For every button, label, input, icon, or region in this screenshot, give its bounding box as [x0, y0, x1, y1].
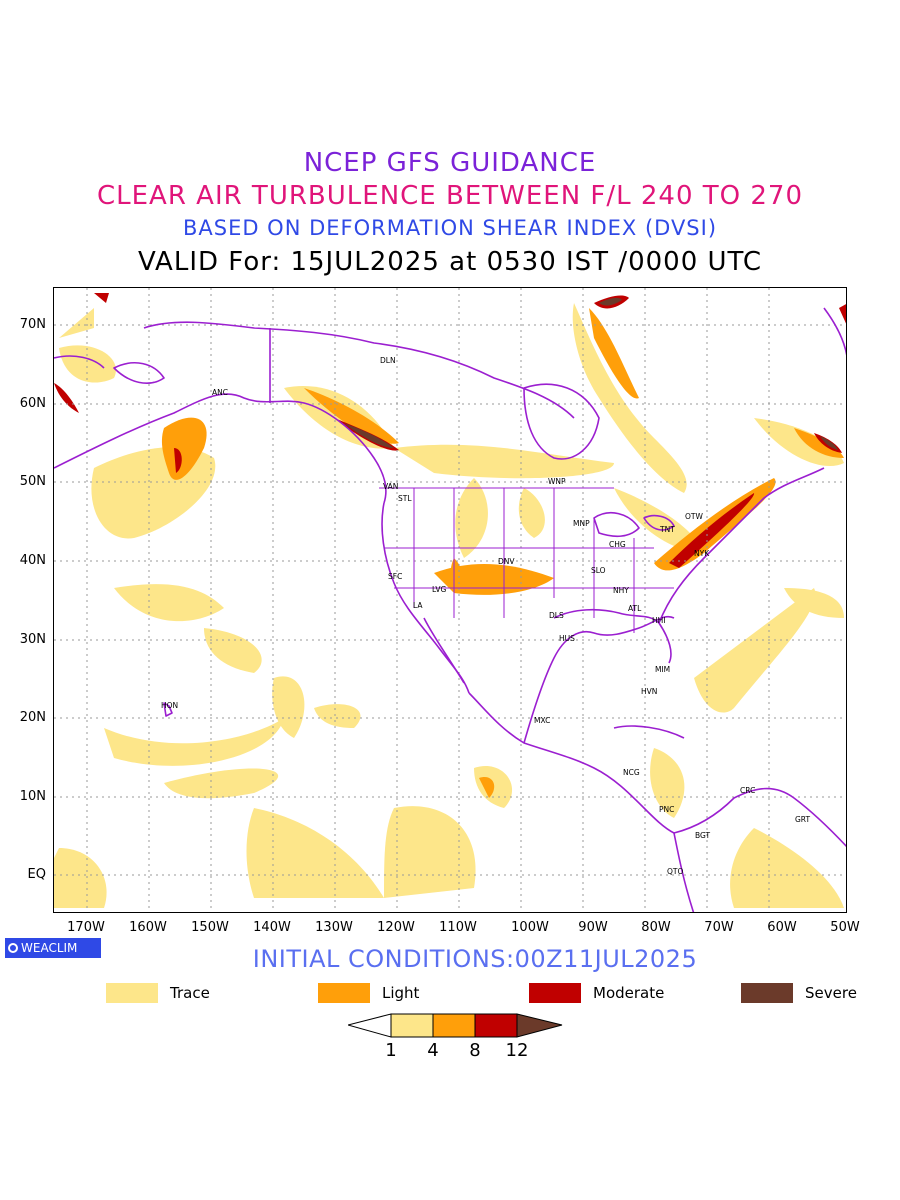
- lon-label-110w: 110W: [439, 920, 477, 935]
- title-valid-time: VALID For: 15JUL2025 at 0530 IST /0000 U…: [137, 247, 763, 277]
- legend-label: Severe: [805, 984, 857, 1002]
- logo-ring-icon: [8, 943, 18, 953]
- lat-label-20n: 20N: [19, 710, 46, 725]
- city-label: DNV: [498, 557, 515, 566]
- title-method: BASED ON DEFORMATION SHEAR INDEX (DVSI): [182, 216, 718, 240]
- legend-swatch: [318, 983, 370, 1003]
- city-label: CHG: [609, 540, 626, 549]
- legend-item-light: Light: [318, 982, 419, 1004]
- legend-item-severe: Severe: [741, 982, 857, 1004]
- legend-swatch: [529, 983, 581, 1003]
- city-label: HHI: [652, 616, 666, 625]
- city-label: QTO: [667, 867, 683, 876]
- legend-item-trace: Trace: [106, 982, 210, 1004]
- city-label: NHY: [613, 586, 629, 595]
- city-label: NYK: [694, 549, 710, 558]
- lat-label-10n: 10N: [19, 789, 46, 804]
- lon-label-70w: 70W: [704, 920, 734, 935]
- title-parameter: CLEAR AIR TURBULENCE BETWEEN F/L 240 TO …: [96, 181, 804, 211]
- city-label: TNT: [659, 525, 675, 534]
- lon-label-140w: 140W: [253, 920, 291, 935]
- lon-label-90w: 90W: [578, 920, 608, 935]
- city-label: DLS: [549, 611, 564, 620]
- lat-label-40n: 40N: [19, 553, 46, 568]
- colorbar-tick: 8: [469, 1040, 481, 1061]
- city-label: WNP: [548, 477, 566, 486]
- colorbar-low-arrow: [348, 1013, 392, 1038]
- lon-label-60w: 60W: [767, 920, 797, 935]
- city-label: GRT: [795, 815, 810, 824]
- lat-label-eq: EQ: [27, 867, 46, 882]
- city-label: STL: [398, 494, 412, 503]
- severe-areas: [344, 297, 838, 450]
- colorbar-severe: [516, 1013, 563, 1038]
- city-label: PNC: [659, 805, 674, 814]
- trace-areas: [54, 303, 844, 908]
- legend-swatch: [106, 983, 158, 1003]
- state-boundaries: [379, 487, 674, 633]
- lon-label-160w: 160W: [129, 920, 167, 935]
- legend-label: Moderate: [593, 984, 665, 1002]
- city-label: HUS: [559, 634, 575, 643]
- turbulence-map: ANC DLN VAN STL WNP MNP OTW TNT CHG NYK …: [54, 288, 846, 912]
- city-label: HVN: [641, 687, 657, 696]
- legend-swatch: [741, 983, 793, 1003]
- city-label: NCG: [623, 768, 640, 777]
- lon-label-120w: 120W: [377, 920, 415, 935]
- colorbar: [348, 1013, 563, 1038]
- city-label: MIM: [655, 665, 670, 674]
- colorbar-tick: 12: [505, 1040, 529, 1061]
- city-label: ATL: [628, 604, 642, 613]
- colorbar-moderate: [474, 1013, 518, 1038]
- brand-label: WEACLIM: [21, 941, 78, 955]
- city-label: SLO: [591, 566, 606, 575]
- lon-label-170w: 170W: [67, 920, 105, 935]
- city-label: OTW: [685, 512, 703, 521]
- lon-label-50w: 50W: [830, 920, 860, 935]
- legend-item-moderate: Moderate: [529, 982, 664, 1004]
- colorbar-tick: 4: [427, 1040, 439, 1061]
- city-label: ANC: [212, 388, 228, 397]
- lat-label-50n: 50N: [19, 474, 46, 489]
- lon-label-80w: 80W: [641, 920, 671, 935]
- city-label: SFC: [388, 572, 402, 581]
- city-label: HON: [161, 701, 178, 710]
- lon-label-100w: 100W: [511, 920, 549, 935]
- title-product: NCEP GFS GUIDANCE: [303, 148, 597, 178]
- map-panel: ANC DLN VAN STL WNP MNP OTW TNT CHG NYK …: [53, 287, 847, 913]
- political-boundaries: [54, 307, 846, 912]
- lat-label-30n: 30N: [19, 632, 46, 647]
- lat-label-60n: 60N: [19, 396, 46, 411]
- city-label: VAN: [383, 482, 398, 491]
- lon-label-150w: 150W: [191, 920, 229, 935]
- colorbar-tick: 1: [385, 1040, 397, 1061]
- weaclim-logo: WEACLIM: [5, 938, 101, 958]
- colorbar-light: [432, 1013, 476, 1038]
- initial-conditions: INITIAL CONDITIONS:00Z11JUL2025: [252, 945, 698, 973]
- colorbar-trace: [390, 1013, 434, 1038]
- city-label: MXC: [534, 716, 550, 725]
- graticule: [54, 288, 846, 912]
- city-labels: ANC DLN VAN STL WNP MNP OTW TNT CHG NYK …: [161, 356, 810, 876]
- lat-label-70n: 70N: [19, 317, 46, 332]
- city-label: BGT: [695, 831, 711, 840]
- legend-label: Light: [382, 984, 420, 1002]
- city-label: CRC: [740, 786, 755, 795]
- city-label: DLN: [380, 356, 396, 365]
- city-label: LA: [413, 601, 423, 610]
- lon-label-130w: 130W: [315, 920, 353, 935]
- legend-label: Trace: [170, 984, 210, 1002]
- city-label: LVG: [432, 585, 446, 594]
- city-label: MNP: [573, 519, 590, 528]
